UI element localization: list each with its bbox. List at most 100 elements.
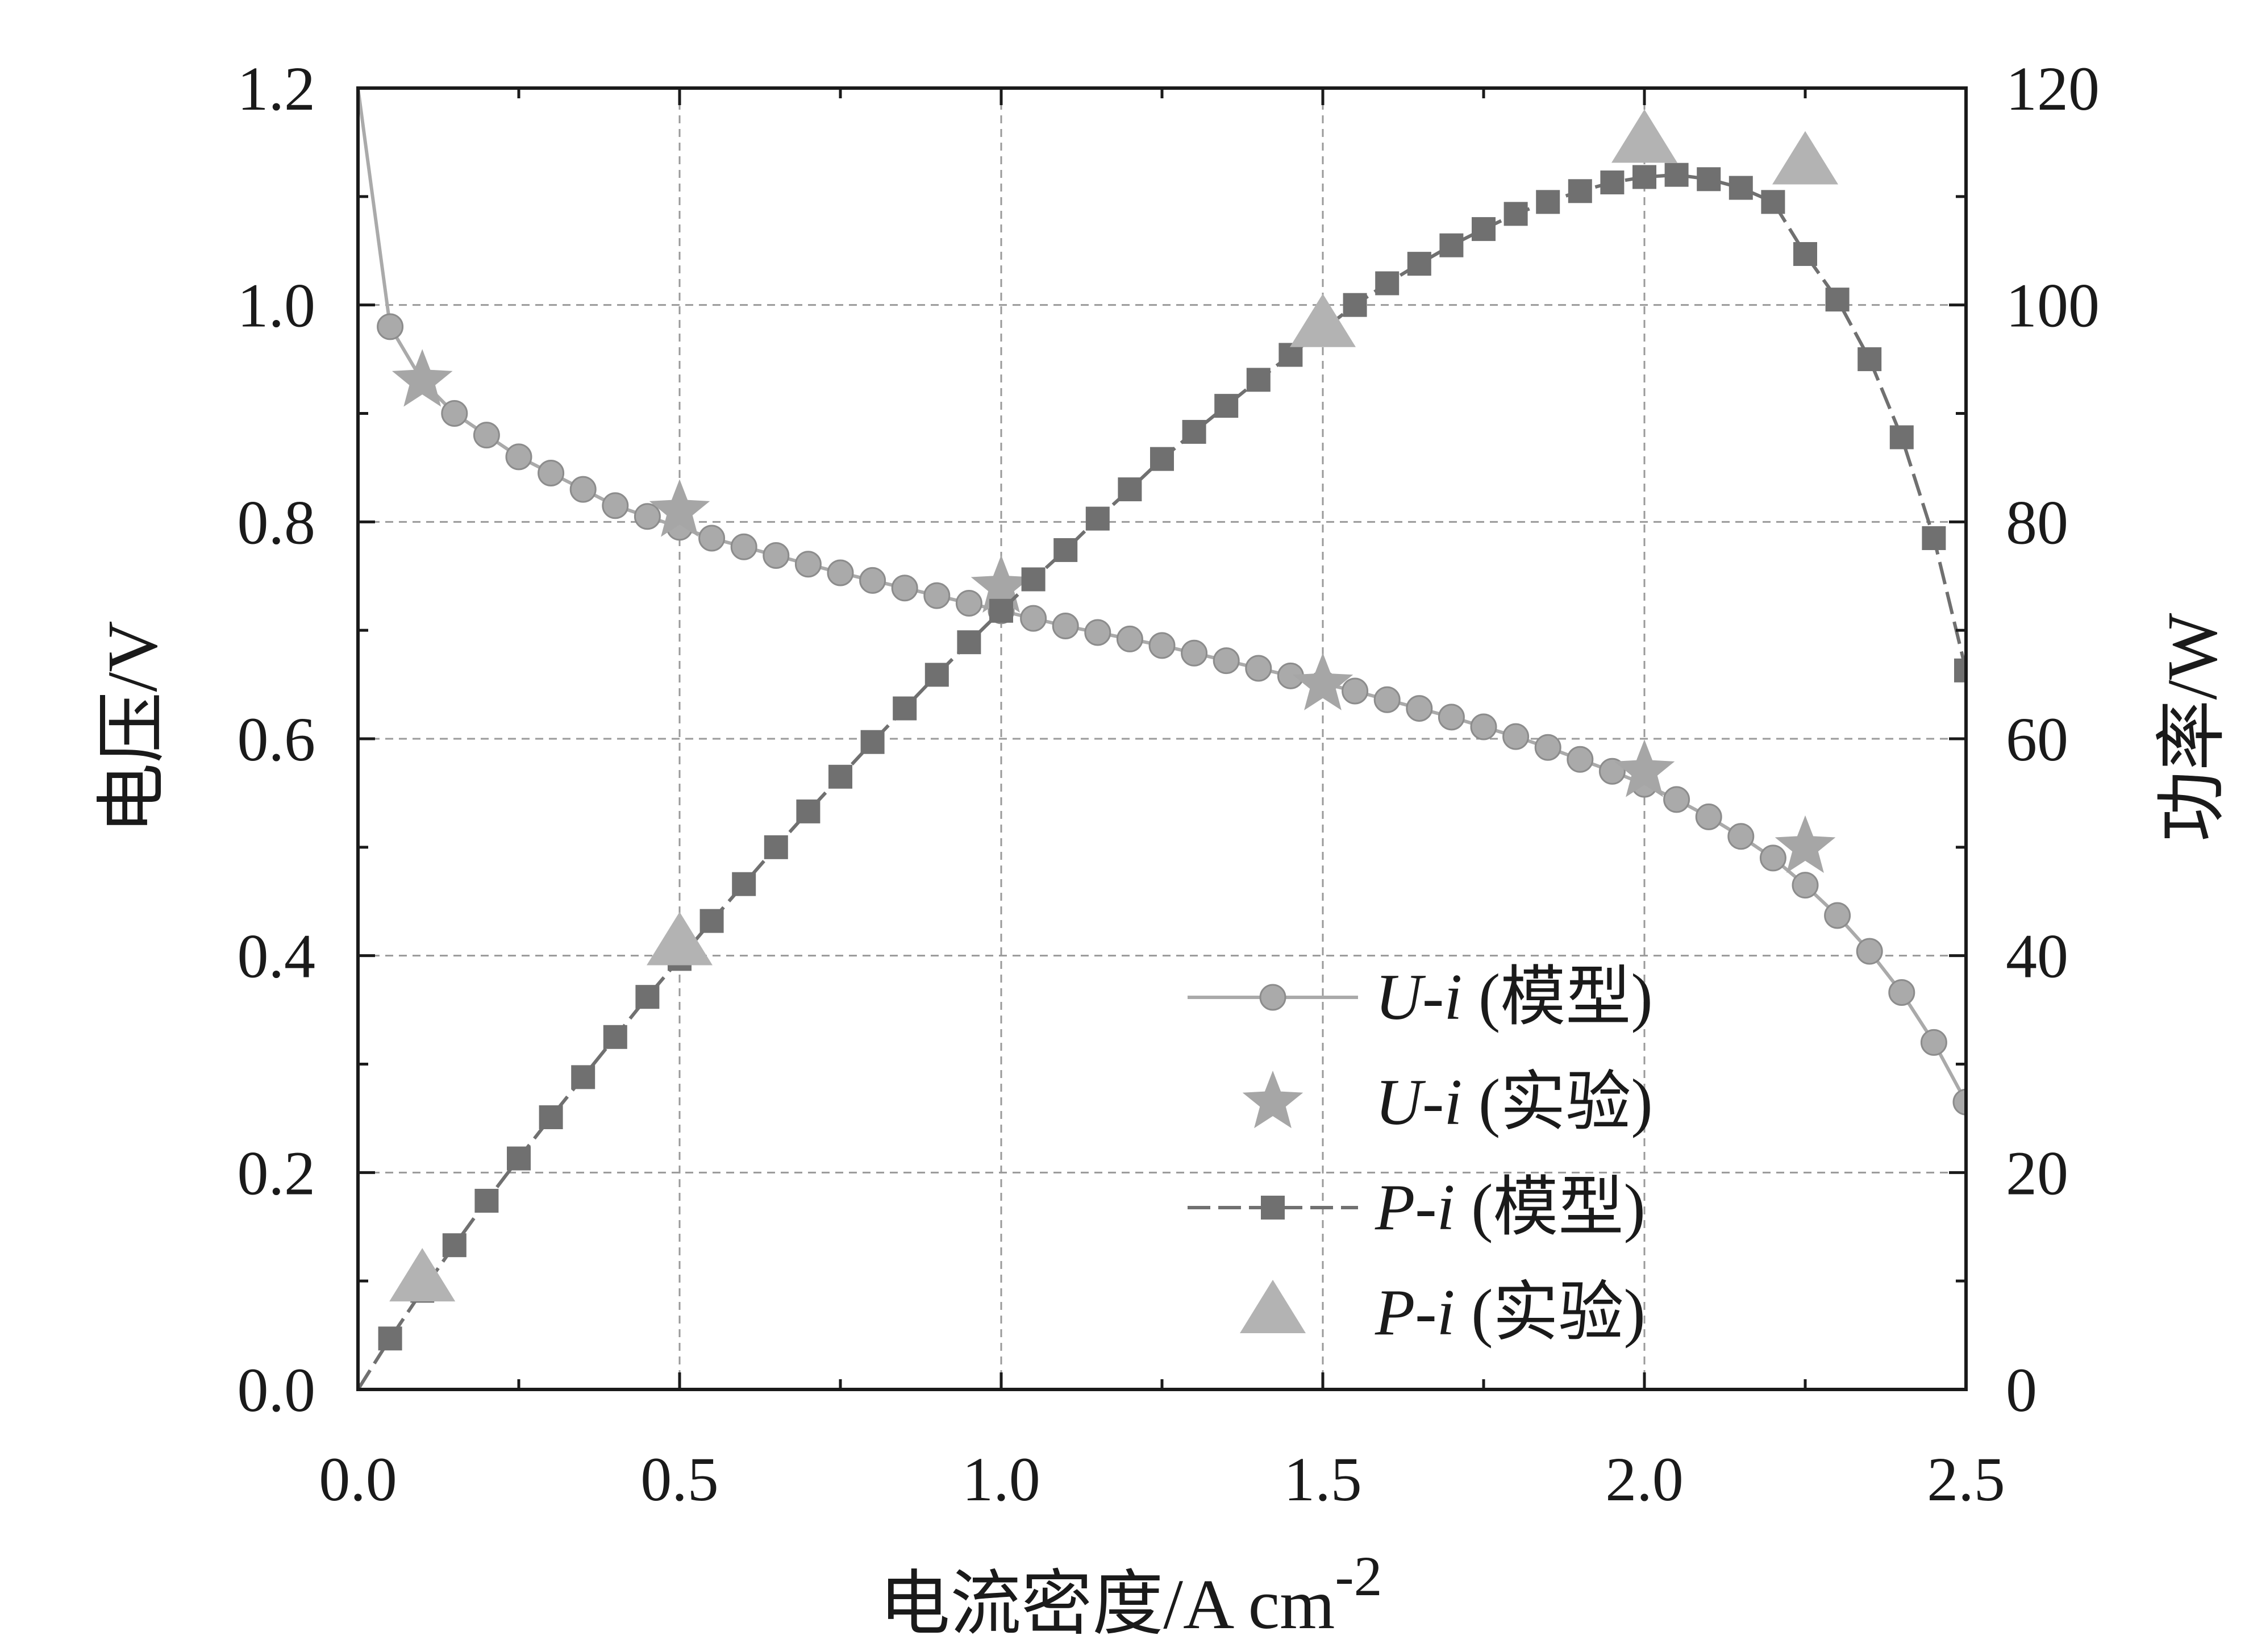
p-exp-point [1772,131,1838,185]
u-model-point [1470,713,1497,740]
u-model-point [505,443,532,471]
p-model-point [1536,190,1560,214]
x-tick-label: 2.0 [1605,1445,1684,1514]
p-model-point [1182,419,1206,444]
y-left-tick-label: 1.2 [238,54,316,123]
y-left-tick-label: 0.0 [238,1355,316,1425]
u-exp-point [1292,652,1353,710]
u-model-point [1888,979,1915,1006]
y-right-tick-label: 40 [2006,922,2068,991]
p-exp-point [389,1248,456,1302]
u-model-point [538,459,565,486]
p-model-point [924,663,949,687]
p-model-point [957,630,981,655]
x-tick-label: 0.5 [640,1445,719,1514]
p-model-point [378,1326,402,1351]
u-model-point [1245,655,1272,682]
p-model-point [1246,368,1271,392]
p-model-point [603,1025,627,1049]
u-model-point [1213,647,1240,675]
p-model-point [1922,526,1946,550]
p-exp-point [647,912,713,966]
legend-label: U-i (实验) [1375,1066,1653,1138]
p-model-point [1407,252,1431,276]
legend-label: U-i (模型) [1375,961,1653,1033]
p-model-point [1889,425,1914,450]
p-model-point [1600,170,1625,195]
u-model-line [358,88,1967,1103]
u-exp-point [649,479,710,537]
u-model-point [891,575,918,602]
series-markers [389,109,1838,1302]
p-model-point [507,1146,531,1171]
u-model-point [1502,723,1530,750]
u-model-point [794,551,822,578]
p-model-point [1954,658,1967,683]
p-model-point [1664,163,1689,187]
p-model-point [635,985,660,1009]
y-right-tick-label: 0 [2006,1355,2037,1425]
x-tick-label: 2.5 [1927,1445,2005,1514]
u-model-point [1695,803,1722,830]
u-model-point [1052,613,1079,640]
p-exp-point [1290,293,1356,347]
u-model-point [1856,938,1883,965]
u-model-point [473,422,500,449]
p-exp-point [1611,109,1677,163]
p-model-point [1568,179,1592,203]
legend: U-i (模型) U-i (实验) P-i (模型) P-i (实验) [1188,961,1653,1349]
p-model-point [1761,190,1785,214]
u-model-point [1148,632,1176,659]
u-exp-point [1775,815,1836,873]
u-model-point [1116,625,1143,652]
u-model-point [377,313,404,340]
legend-marker-square [1261,1196,1285,1220]
legend-item: P-i (实验) [1240,1276,1646,1349]
plot-area [358,88,1967,1391]
u-model-point [859,567,886,594]
y-right-tick-label: 100 [2006,271,2100,340]
u-model-point [1920,1029,1947,1056]
axes [356,86,1968,1391]
p-model-point [1085,506,1110,531]
legend-marker-star [1242,1071,1303,1129]
y-right-tick-label: 80 [2006,488,2068,557]
u-model-point [827,559,854,586]
x-tick-label: 1.5 [1284,1445,1362,1514]
u-model-point [1084,619,1111,646]
u-model-point [730,533,757,560]
p-model-point [1118,477,1142,502]
p-model-point [1343,293,1367,317]
y-right-tick-label: 60 [2006,705,2068,774]
u-model-point [634,503,661,530]
p-model-point [1793,242,1817,266]
u-exp-point [392,349,453,407]
u-model-point [1598,758,1626,785]
right-axis-title: 功率/W [2154,613,2232,842]
y-left-tick-label: 0.2 [238,1138,316,1208]
p-model-point [699,909,724,933]
legend-item: U-i (模型) [1188,961,1653,1033]
x-tick-label: 0.0 [319,1445,397,1514]
series-markers [377,313,1967,1116]
series-markers [392,349,1836,873]
p-model-line [358,173,1967,1391]
p-model-point [1504,202,1528,226]
p-model-point [1729,176,1753,200]
u-model-point [923,582,951,609]
p-model-point [1857,347,1882,372]
y-left-tick-label: 0.6 [238,705,316,774]
y-right-tick-label: 120 [2006,54,2100,123]
p-model-point [1439,233,1464,257]
u-model-point [1181,639,1208,667]
u-model-point [1792,872,1819,899]
p-model-point [1632,165,1656,189]
x-tick-label: 1.0 [962,1445,1040,1514]
u-model-point [698,525,726,552]
u-model-point [1438,704,1465,731]
u-model-point [1406,695,1433,722]
p-model-point [1214,394,1239,418]
p-model-point [1472,217,1496,242]
legend-marker-circle [1259,984,1286,1011]
